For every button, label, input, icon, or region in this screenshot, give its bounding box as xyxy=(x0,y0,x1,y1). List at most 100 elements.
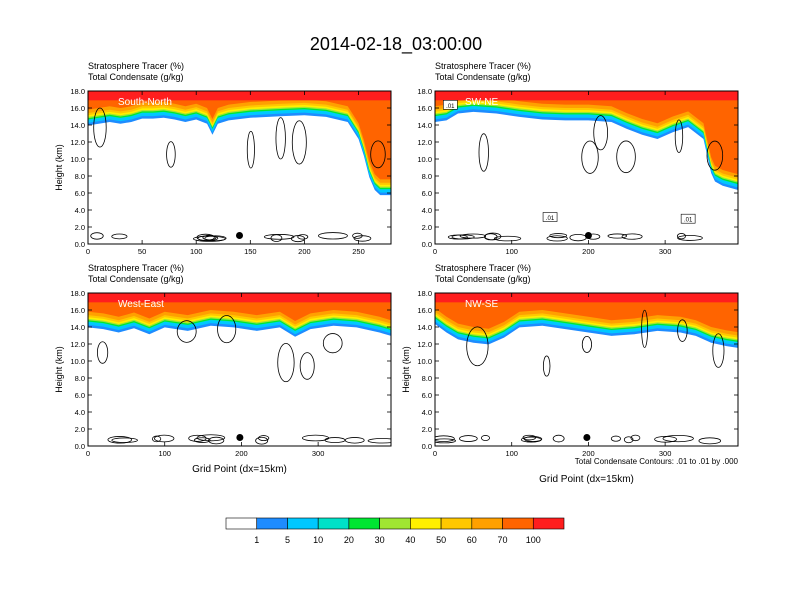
x-tick-label: 300 xyxy=(659,449,672,458)
condensate-contour xyxy=(459,435,478,442)
condensate-contour xyxy=(466,326,489,367)
colorbar-swatch xyxy=(532,517,565,530)
condensate-contour xyxy=(546,235,568,242)
condensate-contour xyxy=(367,438,391,444)
x-tick-label: 150 xyxy=(244,247,257,256)
condensate-contour xyxy=(435,435,455,443)
condensate-contour xyxy=(677,319,688,342)
panel-west-east: West-East Stratosphere Tracer (%)Total Co… xyxy=(54,263,392,475)
y-tick-label: 8.0 xyxy=(422,172,432,181)
y-tick-label: 10.0 xyxy=(70,357,85,366)
x-tick-label: 0 xyxy=(86,449,90,458)
y-tick-label: 12.0 xyxy=(70,340,85,349)
colorbar-swatch xyxy=(287,517,319,530)
condensate-contour xyxy=(630,434,641,442)
y-tick-label: 0.0 xyxy=(75,240,85,249)
y-axis-label: Height (km) xyxy=(401,346,411,393)
location-marker xyxy=(236,434,244,441)
y-tick-label: 16.0 xyxy=(70,104,85,113)
condensate-contour xyxy=(593,115,609,151)
plot-frame xyxy=(434,292,739,447)
condensate-contour xyxy=(192,235,226,242)
x-tick-label: 50 xyxy=(138,247,146,256)
plot-area: .01 .01 .01 xyxy=(435,91,738,244)
condensate-contour xyxy=(255,436,269,445)
location-marker xyxy=(584,232,592,239)
colorbar-label: 60 xyxy=(467,535,477,545)
condensate-contour xyxy=(353,235,372,242)
panel-header-condensate: Total Condensate (g/kg) xyxy=(435,72,531,82)
y-tick-label: 10.0 xyxy=(417,357,432,366)
condensate-contour xyxy=(322,333,343,354)
y-tick-label: 0.0 xyxy=(75,442,85,451)
panel-header-condensate: Total Condensate (g/kg) xyxy=(435,274,531,284)
y-axis-label: Height (km) xyxy=(54,144,64,191)
condensate-contour xyxy=(706,140,724,171)
condensate-contour xyxy=(275,117,286,160)
y-tick-label: 4.0 xyxy=(75,206,85,215)
y-tick-label: 8.0 xyxy=(422,374,432,383)
y-tick-label: 16.0 xyxy=(70,306,85,315)
svg-text:.01: .01 xyxy=(546,216,555,222)
tracer-band-top xyxy=(435,91,738,101)
y-tick-label: 10.0 xyxy=(417,155,432,164)
colorbar-swatch xyxy=(348,517,380,530)
panel-header-tracer: Stratosphere Tracer (%) xyxy=(435,263,531,273)
panel-label: SW-NE xyxy=(465,97,498,108)
condensate-contour xyxy=(480,435,490,441)
colorbar-label: 50 xyxy=(436,535,446,545)
condensate-contour xyxy=(290,235,306,243)
condensate-contour xyxy=(246,130,255,169)
condensate-contour xyxy=(196,233,215,241)
condensate-contour xyxy=(542,355,551,377)
tracer-band xyxy=(435,91,738,175)
condensate-contour xyxy=(662,434,694,443)
condensate-contour xyxy=(299,352,315,380)
condensate-contour xyxy=(277,342,295,383)
plot-area xyxy=(435,293,738,446)
condensate-contour xyxy=(616,140,636,174)
plot-area xyxy=(88,293,391,446)
y-tick-label: 2.0 xyxy=(422,425,432,434)
y-tick-label: 16.0 xyxy=(417,306,432,315)
condensate-contour xyxy=(263,234,295,240)
x-axis-label: Grid Point (dx=15km) xyxy=(192,464,287,475)
contour-footnote: Total Condensate Contours: .01 to .01 by… xyxy=(575,457,739,466)
plot-frame xyxy=(87,90,392,245)
condensate-contour xyxy=(623,436,634,444)
colorbar-swatch xyxy=(379,517,411,530)
tracer-band-top xyxy=(435,293,738,303)
condensate-contour xyxy=(93,107,107,148)
y-tick-label: 18.0 xyxy=(70,87,85,96)
y-tick-label: 18.0 xyxy=(417,87,432,96)
colorbar-label: 5 xyxy=(285,535,290,545)
contour-label: .01 xyxy=(542,212,558,222)
y-tick-label: 4.0 xyxy=(422,206,432,215)
colorbar-label: 40 xyxy=(405,535,415,545)
panel-header-tracer: Stratosphere Tracer (%) xyxy=(88,263,184,273)
x-tick-label: 0 xyxy=(433,247,437,256)
condensate-contour xyxy=(522,434,537,441)
contour-label: .01 xyxy=(680,213,696,224)
condensate-contour xyxy=(520,436,542,443)
colorbar-swatch xyxy=(471,517,503,530)
condensate-contour xyxy=(676,233,686,240)
x-tick-label: 100 xyxy=(158,449,171,458)
y-tick-label: 6.0 xyxy=(422,391,432,400)
colorbar-label: 100 xyxy=(526,535,541,545)
condensate-contour xyxy=(698,437,722,445)
condensate-contour xyxy=(291,120,307,165)
panel-sw-ne: .01 .01 .01 SW-NE Stratosphere Tracer (%)Tot… xyxy=(417,61,739,256)
condensate-contour xyxy=(484,232,502,241)
colorbar-swatch xyxy=(256,517,288,530)
y-tick-label: 2.0 xyxy=(75,223,85,232)
condensate-contour xyxy=(451,234,475,240)
condensate-contour xyxy=(297,234,309,240)
condensate-contour xyxy=(176,320,197,343)
condensate-contour xyxy=(493,235,522,242)
y-tick-label: 12.0 xyxy=(70,138,85,147)
condensate-contour xyxy=(217,315,237,344)
colorbar-swatch xyxy=(225,517,258,530)
condensate-contour xyxy=(621,233,643,240)
